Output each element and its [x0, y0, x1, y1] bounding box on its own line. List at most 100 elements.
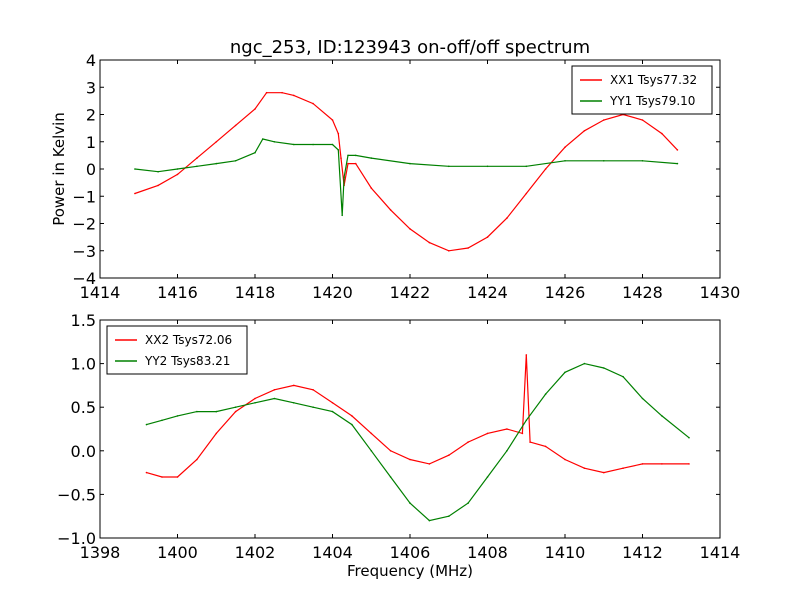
y-tick-label: 0.5 [71, 398, 96, 417]
data-point [157, 184, 159, 187]
data-point [293, 143, 295, 146]
data-point [157, 170, 159, 173]
data-point [134, 192, 136, 195]
data-point [234, 160, 237, 162]
data-point [603, 160, 605, 162]
data-point [603, 119, 605, 121]
legend-label: XX1 Tsys77.32 [610, 73, 697, 87]
x-tick-label: 1426 [545, 283, 586, 302]
data-point [688, 463, 690, 465]
data-point [196, 458, 198, 461]
data-point [409, 502, 411, 504]
data-point [525, 165, 528, 168]
data-point [486, 165, 489, 168]
data-point [273, 141, 276, 143]
legend: XX1 Tsys77.32 YY1 Tsys79.10 [571, 65, 713, 115]
data-point [234, 410, 237, 413]
x-tick-label: 1428 [622, 283, 663, 302]
data-point [370, 450, 373, 452]
data-point [176, 173, 179, 176]
series-line-yy1 [134, 138, 678, 216]
data-point [134, 168, 136, 170]
data-point [341, 214, 344, 217]
data-point [196, 165, 198, 168]
data-point [215, 432, 218, 435]
data-point [254, 402, 256, 404]
data-point [409, 458, 411, 461]
x-tick-label: 1400 [157, 543, 198, 562]
data-point [467, 247, 469, 249]
data-point [521, 432, 524, 435]
data-point [312, 406, 314, 409]
data-point [564, 160, 566, 162]
data-point [525, 419, 528, 422]
top-panel: 1414 1416 1418 1420 1422 1424 1426 1428 1430−4−3… [50, 51, 740, 302]
data-point [331, 402, 334, 404]
data-point [583, 362, 586, 365]
data-point [525, 354, 528, 356]
x-tick-label: 1422 [390, 283, 431, 302]
y-tick-label: 1 [86, 133, 96, 152]
data-point [448, 515, 450, 517]
x-tick-label: 1420 [312, 283, 353, 302]
y-tick-label: −1.0 [57, 529, 96, 548]
x-tick-label: 1408 [467, 543, 508, 562]
y-tick-label: 2 [86, 106, 96, 125]
data-point [525, 192, 528, 195]
data-point [370, 432, 373, 435]
data-point [622, 467, 624, 470]
data-point [234, 406, 237, 409]
x-tick-label: 1412 [622, 543, 663, 562]
data-point [661, 132, 663, 135]
legend-label: YY1 Tsys79.10 [609, 94, 695, 108]
x-tick-label: 1404 [312, 543, 353, 562]
data-point [448, 454, 450, 457]
data-point [161, 476, 163, 478]
data-point [265, 91, 268, 94]
data-point [176, 415, 179, 417]
data-point [544, 445, 547, 448]
data-point [641, 119, 644, 121]
data-point [351, 423, 353, 426]
chart-title: ngc_253, ID:123943 on-off/off spectrum [230, 37, 590, 58]
x-axis-label: Frequency (MHz) [347, 562, 473, 580]
data-point [448, 165, 450, 168]
data-point [337, 132, 340, 135]
data-point [688, 436, 690, 439]
data-point [603, 471, 605, 474]
y-tick-label: 3 [86, 78, 96, 97]
y-tick-label: −0.5 [57, 485, 96, 504]
data-point [448, 250, 450, 252]
data-point [312, 389, 314, 391]
data-point [389, 450, 392, 452]
data-point [196, 157, 198, 159]
x-tick-label: 1416 [157, 283, 198, 302]
x-tick-label: 1418 [235, 283, 276, 302]
data-point [389, 476, 392, 478]
data-point [564, 146, 566, 148]
data-point [215, 162, 218, 165]
legend-label: YY2 Tsys83.21 [144, 354, 230, 368]
data-point [331, 119, 334, 121]
data-point [428, 519, 431, 522]
data-point [583, 467, 586, 470]
legend: XX2 Tsys72.06 YY2 Tsys83.21 [106, 325, 248, 375]
data-point [409, 162, 411, 165]
data-point [676, 149, 679, 151]
data-point [676, 162, 679, 165]
data-point [273, 389, 276, 391]
data-point [293, 94, 295, 97]
y-tick-label: −1 [72, 187, 96, 206]
data-point [583, 130, 586, 132]
series-line-yy2 [146, 362, 690, 522]
data-point [564, 458, 566, 461]
data-point [347, 162, 349, 165]
data-point [254, 108, 256, 110]
y-tick-label: 0 [86, 160, 96, 179]
data-point [254, 397, 256, 400]
data-point [351, 415, 353, 417]
y-tick-label: −3 [72, 242, 96, 261]
data-point [622, 375, 624, 378]
data-point [347, 154, 349, 157]
